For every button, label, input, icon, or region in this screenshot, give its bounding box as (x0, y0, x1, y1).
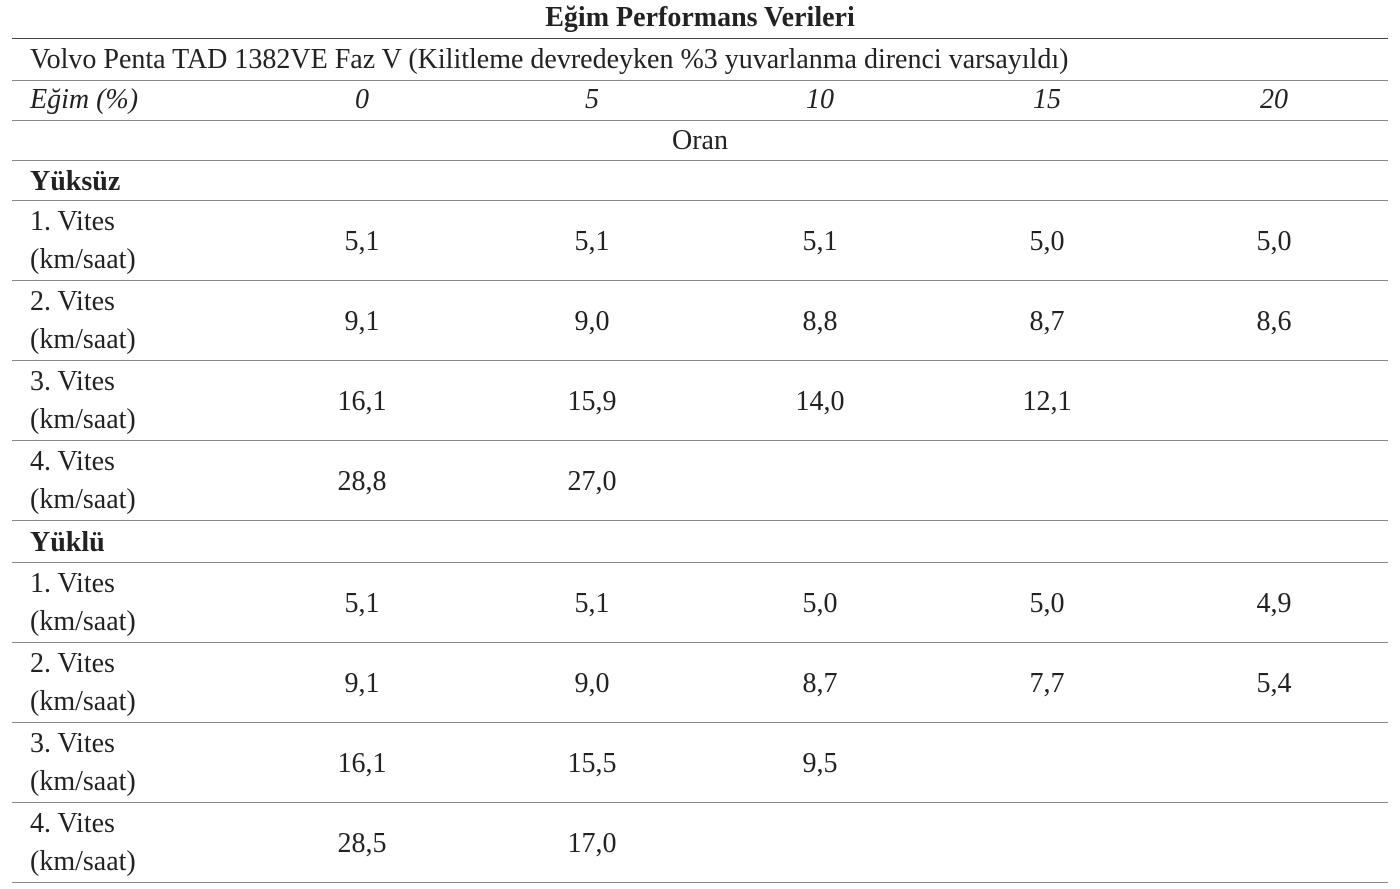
cell-value: 7,7 (1029, 668, 1065, 699)
cell-value: 5,4 (1256, 668, 1292, 699)
rule (12, 642, 1388, 643)
cell-value: 15,5 (567, 748, 617, 779)
header-column: 5 (585, 84, 599, 115)
header-column: 15 (1033, 84, 1061, 115)
cell-value: 9,5 (802, 748, 838, 779)
cell-value: 8,8 (802, 306, 838, 337)
unit-row: Oran (672, 125, 728, 156)
cell-value: 9,1 (344, 306, 380, 337)
header-label: Eğim (%) (30, 84, 139, 115)
rule (12, 520, 1388, 521)
cell-value: 8,7 (1029, 306, 1065, 337)
cell-value: 5,1 (574, 226, 610, 257)
cell-value: 17,0 (567, 828, 617, 859)
cell-value: 15,9 (567, 386, 617, 417)
rule (12, 38, 1388, 39)
header-column: 10 (806, 84, 834, 115)
row-label: 1. Vites (30, 568, 115, 599)
cell-value: 9,0 (574, 306, 610, 337)
cell-value: 14,0 (795, 386, 845, 417)
cell-value: 12,1 (1022, 386, 1072, 417)
rule (12, 440, 1388, 441)
cell-value: 27,0 (567, 466, 617, 497)
rule (12, 280, 1388, 281)
cell-value: 5,1 (802, 226, 838, 257)
group-name: Yüklü (30, 527, 105, 558)
row-label: (km/saat) (30, 484, 136, 515)
row-label: 2. Vites (30, 286, 115, 317)
row-label: 1. Vites (30, 206, 115, 237)
rule (12, 120, 1388, 121)
row-label: (km/saat) (30, 846, 136, 877)
rule (12, 802, 1388, 803)
rule (12, 160, 1388, 161)
cell-value: 5,0 (1029, 588, 1065, 619)
row-label: (km/saat) (30, 766, 136, 797)
row-label: 3. Vites (30, 728, 115, 759)
row-label: 2. Vites (30, 648, 115, 679)
rule (12, 80, 1388, 81)
cell-value: 28,5 (337, 828, 387, 859)
cell-value: 28,8 (337, 466, 387, 497)
rule (12, 200, 1388, 201)
row-label: (km/saat) (30, 324, 136, 355)
header-column: 20 (1260, 84, 1288, 115)
rule (12, 360, 1388, 361)
cell-value: 5,0 (1256, 226, 1292, 257)
row-label: (km/saat) (30, 686, 136, 717)
rule (12, 722, 1388, 723)
header-column: 0 (355, 84, 369, 115)
row-label: (km/saat) (30, 404, 136, 435)
cell-value: 8,6 (1256, 306, 1292, 337)
cell-value: 9,1 (344, 668, 380, 699)
subtitle: Volvo Penta TAD 1382VE Faz V (Kilitleme … (30, 44, 1069, 75)
cell-value: 5,0 (802, 588, 838, 619)
rule (12, 882, 1388, 883)
cell-value: 5,0 (1029, 226, 1065, 257)
row-label: 4. Vites (30, 446, 115, 477)
row-label: 3. Vites (30, 366, 115, 397)
title: Eğim Performans Verileri (545, 2, 855, 33)
row-label: (km/saat) (30, 244, 136, 275)
cell-value: 16,1 (337, 748, 387, 779)
cell-value: 4,9 (1256, 588, 1292, 619)
row-label: 4. Vites (30, 808, 115, 839)
group-name: Yüksüz (30, 166, 121, 197)
cell-value: 16,1 (337, 386, 387, 417)
row-label: (km/saat) (30, 606, 136, 637)
cell-value: 5,1 (574, 588, 610, 619)
cell-value: 5,1 (344, 588, 380, 619)
rule (12, 562, 1388, 563)
cell-value: 5,1 (344, 226, 380, 257)
cell-value: 9,0 (574, 668, 610, 699)
cell-value: 8,7 (802, 668, 838, 699)
